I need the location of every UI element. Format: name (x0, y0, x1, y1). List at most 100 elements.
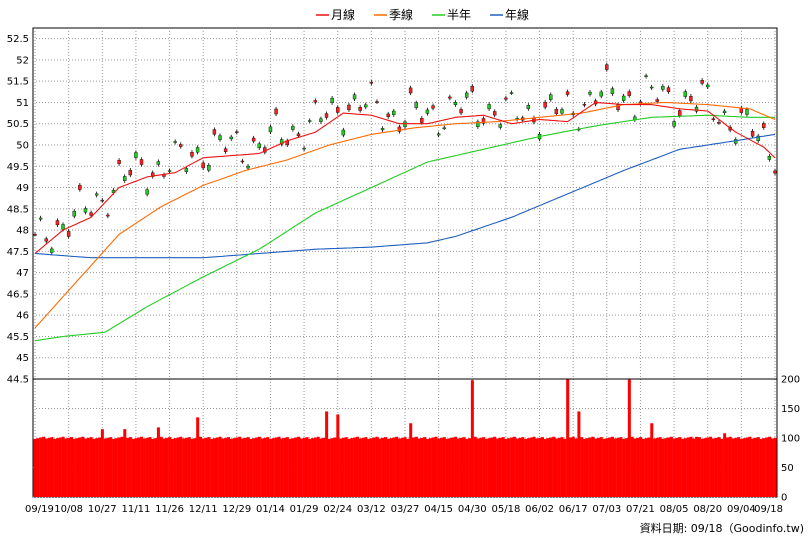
candle-body (408, 87, 413, 94)
volume-bar (532, 436, 536, 497)
volume-bar (78, 437, 82, 497)
volume-bar (355, 436, 359, 497)
volume-bar (134, 438, 138, 497)
volume-bar (759, 438, 763, 497)
volume-bar (734, 437, 738, 497)
candle-body (319, 118, 323, 122)
volume-bar (92, 438, 96, 497)
volume-bar (490, 437, 494, 497)
volume-bar (98, 437, 102, 497)
volume-bar (521, 437, 525, 497)
volume-bar (327, 438, 331, 497)
candle-body (621, 95, 626, 101)
volume-bar (196, 417, 200, 497)
volume-bar (212, 438, 216, 497)
candle-body (414, 102, 418, 108)
volume-bar (409, 423, 413, 497)
volume-bar (193, 438, 197, 497)
volume-bar (106, 437, 110, 497)
candle-body (347, 104, 351, 111)
volume-bar (745, 437, 749, 497)
ma-halfyear-line (34, 114, 775, 342)
price-tick-label: 52 (16, 55, 29, 66)
volume-bar (739, 438, 743, 497)
volume-bar (81, 436, 85, 497)
volume-bar (299, 438, 303, 497)
candle-body (223, 148, 228, 152)
volume-bar (510, 437, 514, 497)
volume-bar (241, 438, 245, 497)
price-tick-label: 50.5 (7, 119, 29, 130)
volume-bar (341, 437, 345, 497)
volume-bar (552, 436, 556, 497)
volume-bar (482, 437, 486, 497)
candle-body (235, 131, 239, 133)
candle-body (773, 170, 777, 174)
candle-body (386, 113, 390, 117)
volume-bar (655, 437, 659, 497)
volume-bar (103, 438, 107, 497)
volume-bar (403, 437, 407, 497)
volume-bar (647, 437, 651, 497)
candle-body (195, 147, 200, 153)
price-tick-label: 50 (16, 141, 29, 152)
candle-body (616, 104, 620, 111)
candle-body (689, 95, 693, 102)
volume-bar (672, 438, 676, 497)
date-tick-label: 01/29 (290, 504, 319, 515)
volume-bar (358, 438, 362, 497)
volume-bar (695, 436, 699, 497)
volume-bar (751, 438, 755, 497)
candle-body (296, 133, 301, 137)
volume-tick-label: 50 (781, 463, 794, 474)
candle-body (50, 248, 54, 253)
candle-body (257, 143, 261, 149)
date-tick-label: 11/11 (121, 504, 150, 515)
date-tick-label: 03/12 (357, 504, 386, 515)
volume-bar (246, 437, 250, 497)
candle-body (190, 151, 194, 157)
volume-bar (717, 437, 721, 497)
candle-body (504, 97, 508, 100)
volume-bar (255, 437, 259, 497)
candle-body (139, 159, 144, 165)
volume-bar (658, 437, 662, 497)
volume-bar (72, 438, 76, 497)
volume-bar (728, 436, 732, 497)
candle-body (420, 118, 424, 123)
volume-bar (179, 436, 183, 497)
candle-body (403, 121, 407, 128)
volume-bar (330, 438, 334, 497)
candle-body (229, 136, 233, 140)
volume-bar (742, 438, 746, 497)
volume-bar (232, 438, 236, 497)
volume-bar (252, 438, 256, 497)
volume-bar (737, 437, 741, 497)
volume-bar (305, 437, 309, 497)
candle-body (167, 170, 172, 172)
price-tick-label: 51.5 (7, 77, 29, 88)
volume-bar (397, 438, 401, 497)
volume-tick-label: 0 (781, 493, 787, 504)
candle-body (464, 92, 469, 98)
volume-bar (641, 438, 645, 497)
volume-bar (692, 438, 696, 497)
date-tick-label: 09/04 (727, 504, 756, 515)
candle-body (481, 118, 486, 124)
volume-bar (249, 438, 253, 497)
volume-bar (151, 438, 155, 497)
axes: 52.5 52 51.5 51 50.5 50 49.5 49 48.5 48 47.5 47 46.5… (7, 34, 800, 515)
volume-bar (484, 438, 488, 497)
candle-body (66, 231, 71, 237)
volume-bar (762, 438, 766, 497)
candle-body (700, 80, 704, 84)
volume-bar (277, 436, 281, 497)
volume-bar (622, 438, 626, 497)
candle-body (605, 64, 609, 70)
volume-bar (283, 437, 287, 497)
candle-body (274, 108, 278, 115)
volume-bar (58, 437, 62, 497)
volume-bar (723, 433, 727, 497)
volume-bar (89, 437, 93, 497)
volume-bar (168, 437, 172, 497)
